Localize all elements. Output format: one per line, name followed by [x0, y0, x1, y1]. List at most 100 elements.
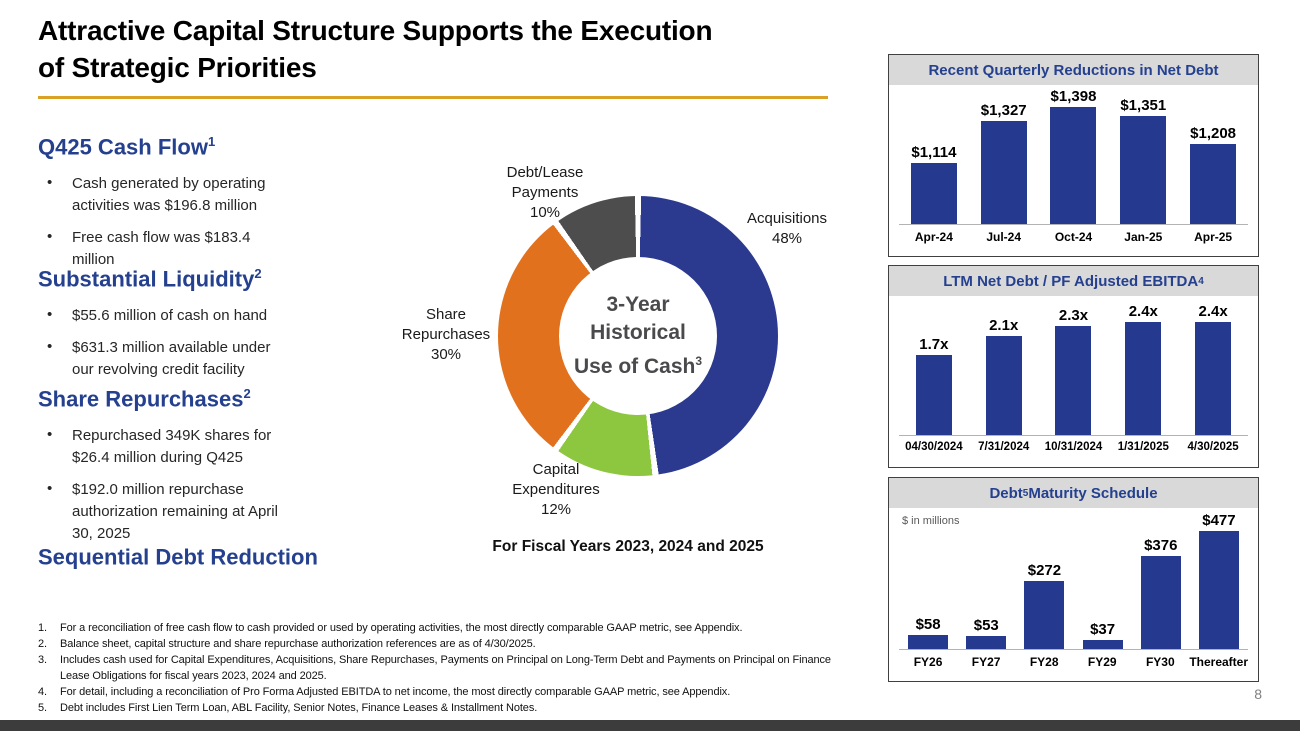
bar-plot-area: 1.7x 2.1x 2.3x 2.4x 2.4x [899, 298, 1248, 436]
bar-value-label: $1,208 [1190, 125, 1237, 143]
section-q425-cash-flow: Q425 Cash Flow1 Cash generated by operat… [38, 134, 378, 281]
bar [980, 120, 1027, 224]
bar [1125, 321, 1162, 435]
bar-column: 2.3x [1039, 298, 1109, 435]
bullet-item: Free cash flow was $183.4 million [38, 226, 290, 271]
x-axis-label: Jan-25 [1124, 230, 1163, 244]
donut-hole: 3-Year Historical Use of Cash3 [559, 257, 717, 415]
bar-column: $477 [1190, 510, 1248, 649]
bar-value-label: $1,114 [911, 143, 957, 161]
chart-title-net-debt-reductions: Recent Quarterly Reductions in Net Debt [889, 55, 1258, 85]
footnote-number: 4. [38, 686, 47, 698]
x-axis-labels: Apr-24 Jul-24 Oct-24 Jan-25 Apr-25 [899, 225, 1248, 244]
section-share-repurchases: Share Repurchases2 Repurchased 349K shar… [38, 386, 378, 555]
bullet-list: $55.6 million of cash on hand $631.3 mil… [38, 304, 378, 381]
x-axis-label: 7/31/2024 [978, 441, 1030, 453]
bar [915, 354, 952, 435]
footnote-item: 3. Includes cash used for Capital Expend… [38, 652, 843, 684]
donut-label-debt-lease-payments: Debt/Lease Payments 10% [506, 164, 584, 221]
bar-column: $1,327 [969, 87, 1039, 224]
bullet-item: $631.3 million available under our revol… [38, 336, 290, 381]
bar-column: $1,398 [1039, 87, 1109, 224]
x-axis-label: 4/30/2025 [1187, 441, 1239, 453]
bullet-list: Repurchased 349K shares for $26.4 millio… [38, 424, 378, 545]
bar [910, 162, 957, 224]
bullet-item: $55.6 million of cash on hand [38, 304, 290, 327]
x-axis-label: FY29 [1087, 655, 1117, 669]
chart-title-debt-maturity: Debt 5 Maturity Schedule [889, 478, 1258, 508]
bullet-item: Cash generated by operating activities w… [38, 172, 290, 217]
bar-value-label: 1.7x [919, 335, 949, 353]
footnote-item: 1. For a reconciliation of free cash flo… [38, 620, 843, 636]
slide-title: Attractive Capital Structure Supports th… [38, 12, 838, 86]
donut-label-capital-expenditures: Capital Expenditures 12% [512, 461, 600, 518]
bar [966, 635, 1007, 649]
footnote-number: 5. [38, 702, 47, 714]
slide-title-line1: Attractive Capital Structure Supports th… [38, 15, 713, 46]
units-note: $ in millions [902, 515, 960, 527]
bar-value-label: 2.4x [1128, 302, 1158, 320]
bar [1195, 321, 1232, 435]
bar-value-label: 2.1x [989, 316, 1019, 334]
x-axis-labels: FY26 FY27 FY28 FY29 FY30 Thereafter [899, 650, 1248, 669]
chart-box-net-debt-ebitda: LTM Net Debt / PF Adjusted EBITDA 4 1.7x 2… [888, 265, 1259, 468]
bar-column: $53 [957, 510, 1015, 649]
footnote-number: 1. [38, 622, 47, 634]
footnote-text: Debt includes First Lien Term Loan, ABL … [60, 702, 538, 714]
bar-column: $58 [899, 510, 957, 649]
bar-value-label: $58 [915, 615, 941, 633]
chart-title-net-debt-ebitda: LTM Net Debt / PF Adjusted EBITDA 4 [889, 266, 1258, 296]
bar-value-label: $376 [1144, 536, 1178, 554]
bullet-item: Repurchased 349K shares for $26.4 millio… [38, 424, 290, 469]
bar-plot-area: $1,114 $1,327 $1,398 $1,351 $1,208 [899, 87, 1248, 225]
x-axis-label: FY28 [1029, 655, 1059, 669]
chart-body: $1,114 $1,327 $1,398 $1,351 $1,208 Apr-24 Jul… [889, 85, 1258, 244]
x-axis-label: Oct-24 [1054, 230, 1093, 244]
bullet-list: Cash generated by operating activities w… [38, 172, 378, 271]
bar [908, 634, 949, 649]
x-axis-label: FY30 [1145, 655, 1175, 669]
bar-column: $1,351 [1108, 87, 1178, 224]
x-axis-label: FY26 [913, 655, 943, 669]
bar [985, 335, 1022, 435]
footnote-number: 3. [38, 654, 47, 666]
bar [1140, 555, 1181, 649]
donut-label-acquisitions: Acquisitions 48% [746, 210, 828, 247]
bar-column: 1.7x [899, 298, 969, 435]
section-sequential-debt-reduction: Sequential Debt Reduction [38, 544, 378, 583]
bar-plot-area: $58 $53 $272 $37 $376 $477 [899, 510, 1248, 650]
bar-value-label: $53 [973, 616, 999, 634]
donut-center-text: 3-Year Historical Use of Cash3 [573, 293, 703, 378]
bar-value-label: 2.3x [1058, 307, 1089, 325]
footnote-item: 5. Debt includes First Lien Term Loan, A… [38, 700, 843, 716]
donut-ring: 3-Year Historical Use of Cash3 [498, 196, 778, 476]
bar [1024, 581, 1065, 649]
footnote-text: For a reconciliation of free cash flow t… [60, 622, 743, 634]
section-heading: Q425 Cash Flow1 [38, 134, 216, 160]
chart-box-debt-maturity: Debt 5 Maturity Schedule $ in millions $5… [888, 477, 1259, 682]
bar-value-label: $272 [1027, 562, 1062, 580]
donut-chart-use-of-cash: 3-Year Historical Use of Cash3 Debt/Leas… [380, 155, 860, 567]
chart-box-net-debt-reductions: Recent Quarterly Reductions in Net Debt … [888, 54, 1259, 257]
footnote-text: Includes cash used for Capital Expenditu… [60, 654, 831, 682]
bar-column: 2.4x [1178, 298, 1248, 435]
bar-column: 2.4x [1108, 298, 1178, 435]
x-axis-label: FY27 [971, 655, 1001, 669]
x-axis-label: 1/31/2025 [1117, 441, 1169, 453]
bar-value-label: 2.4x [1198, 302, 1228, 320]
bar [1055, 326, 1092, 435]
footnote-item: 2. Balance sheet, capital structure and … [38, 636, 843, 652]
page-number: 8 [1254, 686, 1262, 702]
x-axis-label: 04/30/2024 [905, 441, 963, 453]
chart-body: $ in millions $58 $53 $272 $37 $376 $477 FY26… [889, 508, 1258, 669]
bar-value-label: $1,351 [1120, 97, 1167, 115]
x-axis-label: Jul-24 [986, 230, 1022, 244]
section-heading: Sequential Debt Reduction [38, 544, 318, 570]
section-substantial-liquidity: Substantial Liquidity2 $55.6 million of … [38, 266, 378, 391]
bar-column: $376 [1132, 510, 1190, 649]
footnotes: 1. For a reconciliation of free cash flo… [38, 620, 843, 716]
donut-label-share-repurchases: Share Repurchases 30% [401, 306, 491, 363]
footnote-item: 4. For detail, including a reconciliatio… [38, 684, 843, 700]
x-axis-labels: 04/30/2024 7/31/2024 10/31/2024 1/31/2025 4/… [899, 436, 1248, 453]
